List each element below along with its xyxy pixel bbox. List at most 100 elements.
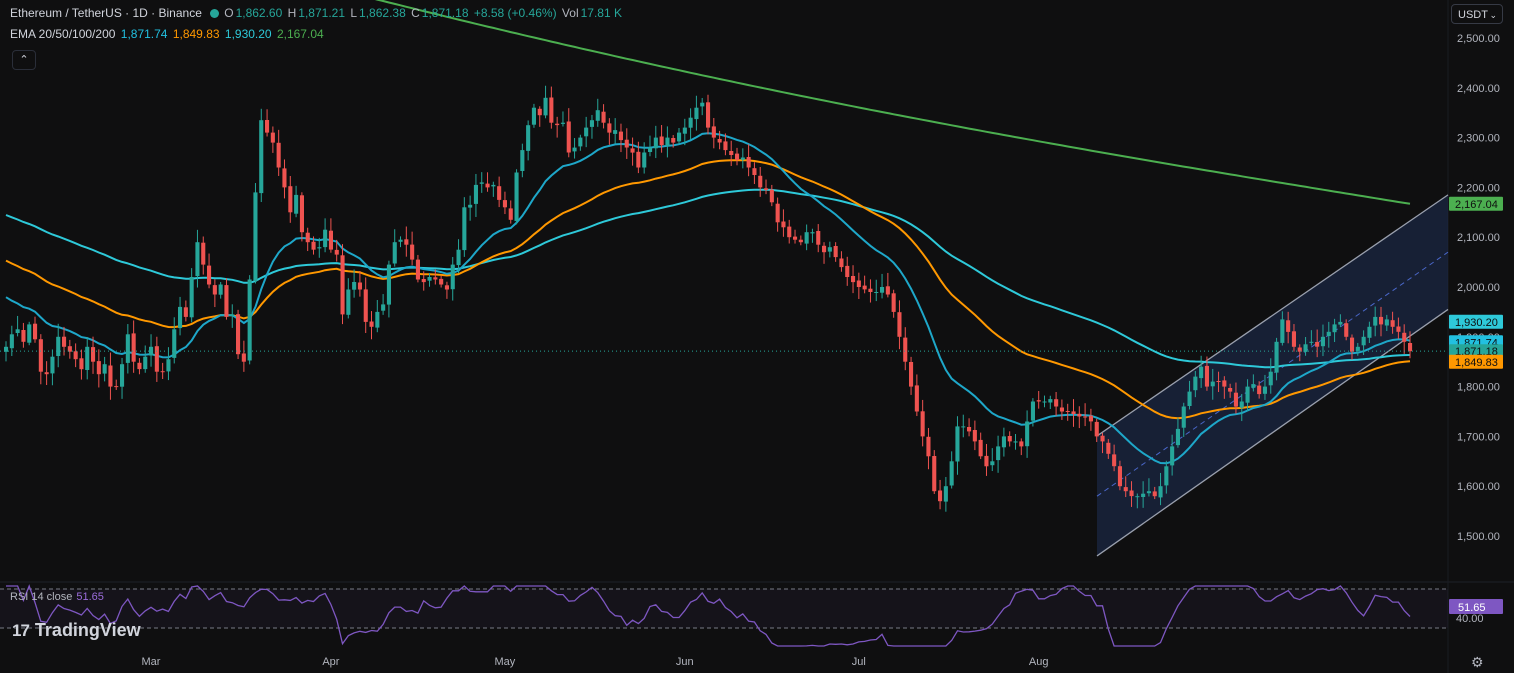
candle-body — [1320, 336, 1325, 347]
candle — [909, 356, 914, 395]
candle-body — [172, 329, 177, 358]
candle — [688, 108, 693, 140]
candle-body — [996, 446, 1001, 461]
candle — [729, 140, 734, 166]
candle-body — [874, 292, 879, 293]
candle-body — [845, 265, 850, 277]
candle-body — [299, 195, 304, 233]
candle — [1152, 486, 1157, 500]
candle-body — [700, 102, 705, 107]
candle — [572, 138, 577, 159]
candle-body — [920, 411, 925, 437]
candle — [1193, 370, 1198, 398]
candle-body — [967, 427, 972, 432]
candle-body — [1367, 326, 1372, 338]
ema-legend[interactable]: EMA 20/50/100/200 1,871.74 1,849.83 1,93… — [10, 27, 326, 41]
candle — [1239, 393, 1244, 422]
candle-body — [1245, 386, 1250, 403]
candle-body — [317, 247, 322, 249]
candle-body — [1170, 446, 1175, 466]
candle — [1187, 380, 1192, 410]
candle-body — [1100, 435, 1105, 442]
candle-body — [479, 182, 484, 184]
candle — [1181, 402, 1186, 437]
candle — [961, 414, 966, 438]
candle — [363, 277, 368, 334]
candle-body — [1123, 487, 1128, 492]
candles — [0, 85, 1448, 512]
candle — [1402, 324, 1407, 354]
candle — [1170, 434, 1175, 476]
candle-body — [27, 324, 32, 343]
candle — [1350, 334, 1355, 360]
rsi-legend[interactable]: RSI 14 close 51.65 — [10, 591, 104, 603]
candle-body — [1233, 392, 1238, 407]
candle — [769, 184, 774, 207]
candle-body — [537, 108, 542, 116]
candle-body — [827, 247, 832, 252]
candle-body — [114, 386, 119, 388]
candle — [334, 239, 339, 262]
y-tick-label: 2,400.00 — [1457, 83, 1500, 95]
candle — [1251, 374, 1256, 392]
chevron-down-icon: ⌄ — [1489, 10, 1497, 20]
y-tick-label: 2,500.00 — [1457, 33, 1500, 45]
symbol-title[interactable]: Ethereum / TetherUS · 1D · Binance — [10, 6, 202, 20]
price-tags: 2,167.041,930.201,871.741,871.1816:49:37… — [1449, 196, 1503, 369]
candle — [375, 300, 380, 333]
candle — [265, 109, 270, 137]
candle-body — [810, 232, 815, 234]
candle-body — [433, 277, 438, 280]
candle-body — [1379, 316, 1384, 325]
candle-body — [491, 184, 496, 187]
candle-body — [247, 279, 252, 361]
candle — [723, 133, 728, 156]
candle-body — [1106, 442, 1111, 454]
candle-body — [44, 372, 49, 375]
close-value: 1,871.18 — [421, 6, 469, 20]
candle-body — [978, 439, 983, 457]
candle — [798, 235, 803, 246]
candle — [636, 141, 641, 174]
candle — [1379, 306, 1384, 337]
candle-body — [618, 131, 623, 141]
candle — [1030, 398, 1035, 427]
candle-body — [1344, 323, 1349, 337]
candle-body — [201, 242, 206, 265]
candle — [207, 253, 212, 289]
candle-body — [497, 186, 502, 200]
price-tag-bg — [1449, 354, 1503, 369]
candle-body — [555, 123, 560, 126]
candle-body — [236, 314, 241, 355]
candle — [120, 357, 125, 399]
candle-body — [1274, 341, 1279, 373]
channel-lower-line — [1096, 308, 1449, 557]
candle-body — [595, 110, 600, 121]
candle-body — [91, 347, 96, 362]
candle-body — [1117, 466, 1122, 487]
candle-body — [1286, 320, 1291, 332]
candle — [247, 275, 252, 365]
candle-body — [85, 346, 90, 370]
candle-body — [543, 97, 548, 116]
candle-body — [131, 333, 136, 362]
tradingview-logo[interactable]: 17 TradingView — [12, 620, 141, 641]
candle-body — [677, 132, 682, 142]
candle — [91, 336, 96, 374]
rsi-tag-label: 51.65 — [1458, 602, 1486, 614]
candle-body — [427, 277, 432, 281]
candle-body — [955, 426, 960, 462]
collapse-legend-button[interactable]: ⌃ — [12, 50, 36, 70]
candle — [955, 416, 960, 475]
candle — [978, 432, 983, 460]
candle — [305, 227, 310, 252]
candle — [73, 343, 78, 368]
candle — [96, 349, 101, 388]
candle — [996, 435, 1001, 473]
candle-body — [352, 282, 357, 290]
candle — [560, 111, 565, 127]
gear-icon[interactable]: ⚙ — [1471, 654, 1484, 670]
currency-select[interactable]: USDT ⌄ — [1451, 4, 1503, 24]
